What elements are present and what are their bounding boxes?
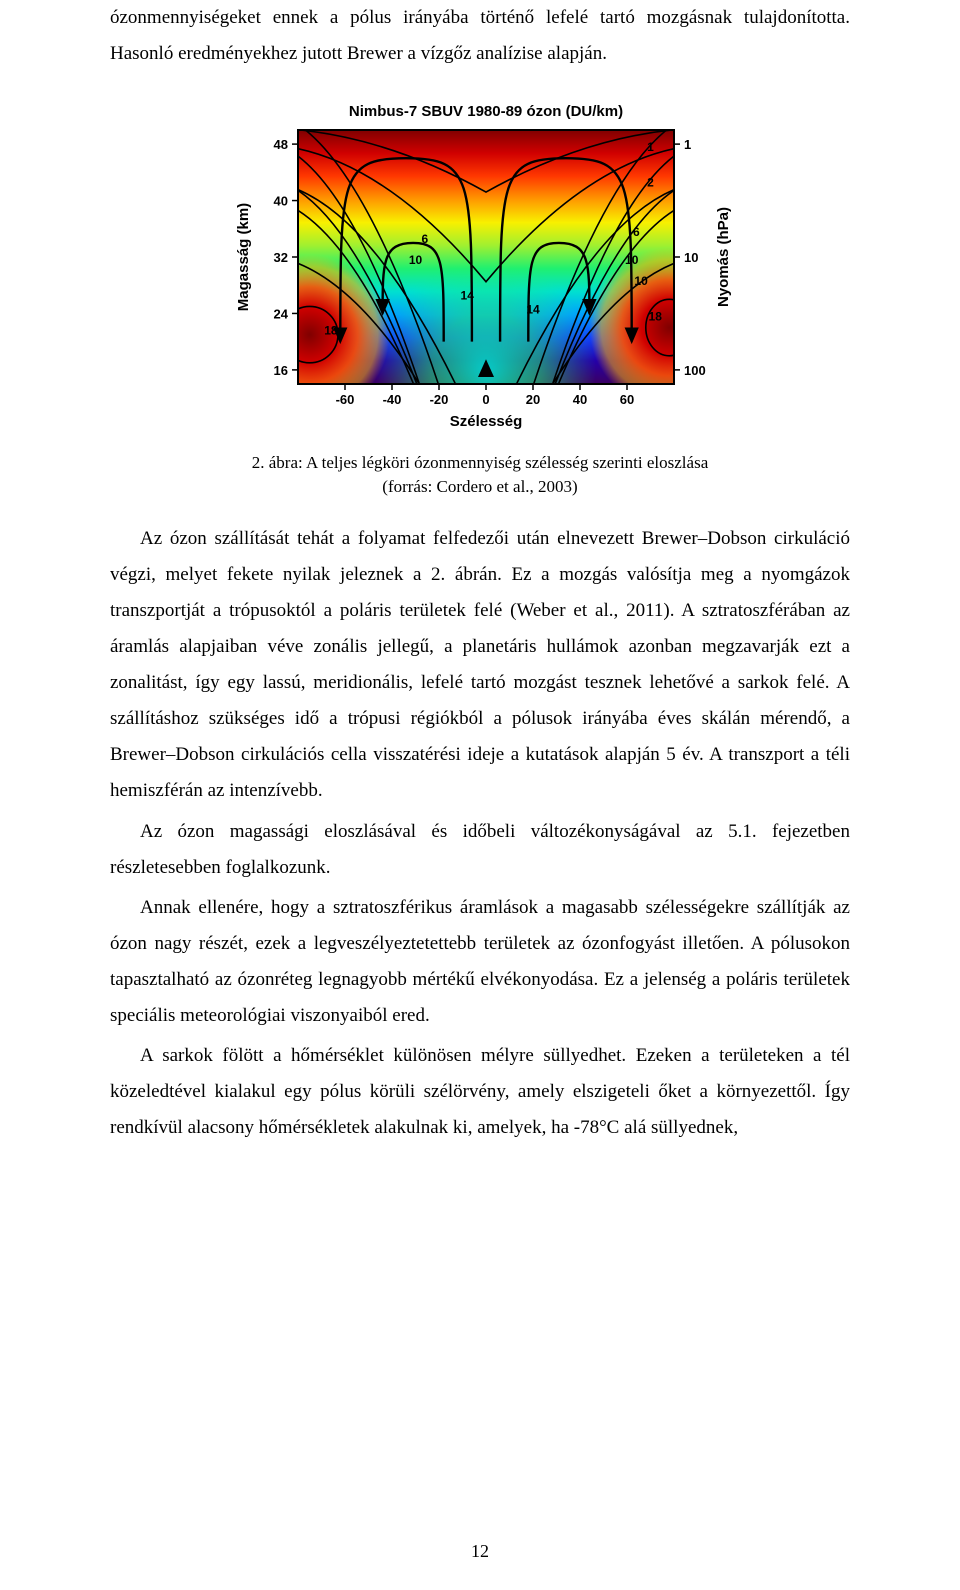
svg-text:-20: -20 (430, 392, 449, 407)
body-paragraph: Az ózon szállítását tehát a folyamat fel… (110, 521, 850, 810)
svg-text:16: 16 (274, 363, 288, 378)
figure-caption: 2. ábra: A teljes légköri ózonmennyiség … (110, 451, 850, 499)
svg-text:40: 40 (274, 194, 288, 209)
page-number: 12 (0, 1541, 960, 1562)
body-paragraph: ózonmennyiségeket ennek a pólus irányába… (110, 0, 850, 72)
body-paragraph: A sarkok fölött a hőmérséklet különösen … (110, 1038, 850, 1146)
svg-text:6: 6 (633, 225, 640, 239)
svg-text:24: 24 (274, 307, 289, 322)
svg-text:10: 10 (634, 274, 648, 288)
svg-text:14: 14 (526, 303, 540, 317)
body-paragraph: Az ózon magassági eloszlásával és időbel… (110, 814, 850, 886)
svg-text:10: 10 (409, 253, 423, 267)
svg-text:18: 18 (324, 324, 338, 338)
svg-text:40: 40 (573, 392, 587, 407)
svg-text:1: 1 (647, 140, 654, 154)
svg-text:32: 32 (274, 250, 288, 265)
svg-text:48: 48 (274, 137, 288, 152)
svg-text:10: 10 (625, 253, 639, 267)
svg-text:14: 14 (461, 289, 475, 303)
svg-text:Magasság (km): Magasság (km) (235, 203, 252, 311)
svg-text:Nyomás (hPa): Nyomás (hPa) (715, 207, 732, 307)
svg-text:Nimbus-7 SBUV 1980-89 ózon (DU: Nimbus-7 SBUV 1980-89 ózon (DU/km) (349, 103, 623, 120)
svg-text:18: 18 (649, 310, 663, 324)
svg-text:20: 20 (526, 392, 540, 407)
svg-text:-40: -40 (383, 392, 402, 407)
ozone-chart: Nimbus-7 SBUV 1980-89 ózon (DU/km)126610… (220, 96, 740, 436)
body-paragraph: Annak ellenére, hogy a sztratoszférikus … (110, 890, 850, 1034)
svg-text:60: 60 (620, 392, 634, 407)
caption-line-1: 2. ábra: A teljes légköri ózonmennyiség … (252, 453, 709, 472)
svg-text:1: 1 (684, 137, 691, 152)
svg-text:-60: -60 (336, 392, 355, 407)
caption-line-2: (forrás: Cordero et al., 2003) (382, 477, 577, 496)
svg-text:6: 6 (422, 232, 429, 246)
svg-text:100: 100 (684, 363, 706, 378)
svg-text:0: 0 (482, 392, 489, 407)
figure-ozone-distribution: Nimbus-7 SBUV 1980-89 ózon (DU/km)126610… (110, 96, 850, 441)
svg-text:Szélesség: Szélesség (450, 413, 523, 430)
svg-text:10: 10 (684, 250, 698, 265)
svg-text:2: 2 (647, 176, 654, 190)
